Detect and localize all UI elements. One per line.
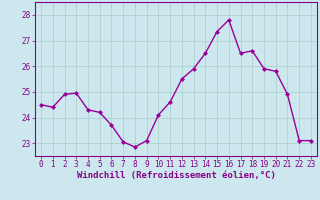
X-axis label: Windchill (Refroidissement éolien,°C): Windchill (Refroidissement éolien,°C) xyxy=(76,171,276,180)
